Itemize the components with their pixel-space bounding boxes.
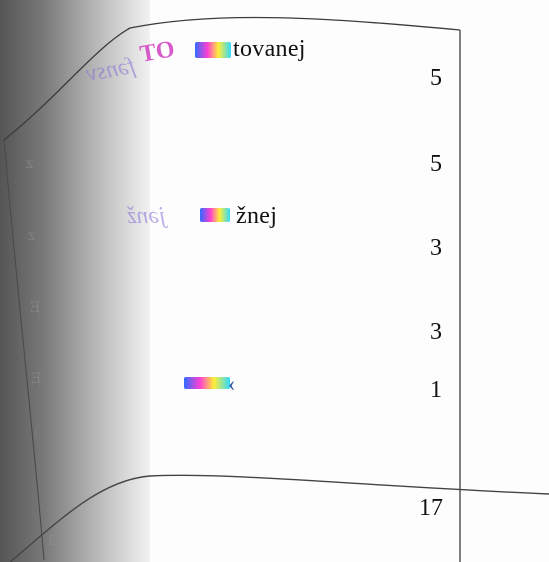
top-border — [3, 16, 461, 141]
bleed-mark: z — [26, 156, 34, 172]
page-shadow — [0, 0, 150, 562]
row-value-4: 3 — [430, 319, 442, 345]
bleed-mark: 71 — [46, 533, 64, 549]
chevron-left-glyph: ‹ — [228, 371, 236, 396]
total-separator — [9, 474, 549, 562]
row-value-1: 5 — [430, 65, 442, 91]
word-fragment-1: tovanej — [233, 36, 306, 62]
color-glitch-artifact — [184, 377, 230, 389]
left-border — [3, 139, 45, 561]
bleed-mark: z — [28, 228, 36, 244]
total-value: 17 — [419, 495, 443, 521]
row-value-5: 1 — [430, 377, 442, 403]
mirrored-ghost-text: OT — [138, 36, 177, 68]
word-fragment-2: žnej — [236, 203, 278, 229]
color-glitch-artifact — [195, 42, 231, 58]
row-value-2: 5 — [430, 151, 442, 177]
mirrored-ghost-text: jənž — [127, 203, 166, 229]
row-value-3: 3 — [430, 235, 442, 261]
color-glitch-artifact — [200, 208, 230, 222]
bleed-mark: E — [31, 371, 42, 387]
bleed-mark: E — [30, 300, 41, 316]
